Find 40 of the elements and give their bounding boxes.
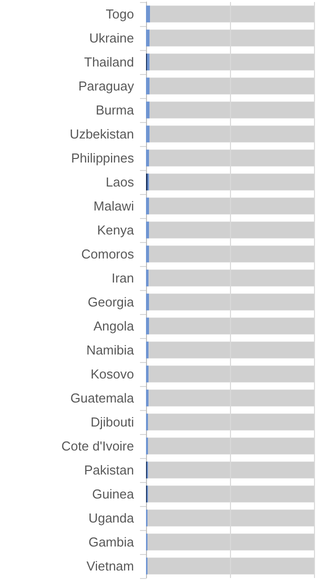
y-tick-label: Iran bbox=[112, 270, 134, 286]
y-tick-label: Gambia bbox=[88, 534, 135, 550]
bar bbox=[146, 222, 150, 238]
y-tick-label: Paraguay bbox=[78, 78, 134, 94]
bar bbox=[146, 198, 150, 214]
bar bbox=[146, 294, 150, 310]
bar bbox=[146, 126, 150, 142]
bar bbox=[146, 78, 150, 94]
y-tick-label: Philippines bbox=[71, 150, 134, 166]
y-tick-label: Burma bbox=[96, 102, 135, 118]
y-tick-label: Kosovo bbox=[90, 366, 134, 382]
bar bbox=[146, 102, 150, 118]
y-tick-label: Ukraine bbox=[89, 30, 134, 46]
y-tick-label: Uganda bbox=[88, 510, 135, 526]
y-tick-label: Thailand bbox=[84, 54, 134, 70]
y-tick-label: Namibia bbox=[86, 342, 135, 358]
y-tick-label: Laos bbox=[106, 174, 134, 190]
bar bbox=[146, 270, 149, 286]
bar bbox=[146, 6, 150, 22]
bar bbox=[146, 246, 150, 262]
y-tick-label: Uzbekistan bbox=[70, 126, 134, 142]
y-tick-label: Togo bbox=[106, 6, 134, 22]
bar bbox=[147, 54, 150, 70]
y-tick-label: Pakistan bbox=[84, 462, 134, 478]
y-tick-label: Guatemala bbox=[70, 390, 135, 406]
y-tick-label: Vietnam bbox=[86, 558, 134, 574]
bar bbox=[146, 318, 150, 334]
y-tick-label: Djibouti bbox=[90, 414, 134, 430]
y-tick-label: Malawi bbox=[94, 198, 134, 214]
bar bbox=[146, 366, 149, 382]
bar bbox=[146, 342, 149, 358]
y-tick-label: Georgia bbox=[88, 294, 135, 310]
y-tick-label: Cote d'Ivoire bbox=[61, 438, 134, 454]
bar bbox=[146, 390, 149, 406]
y-tick-label: Guinea bbox=[92, 486, 135, 502]
bar bbox=[146, 30, 150, 46]
y-tick-label: Kenya bbox=[97, 222, 135, 238]
bar bbox=[146, 150, 150, 166]
y-tick-label: Comoros bbox=[81, 246, 134, 262]
y-tick-label: Angola bbox=[94, 318, 135, 334]
